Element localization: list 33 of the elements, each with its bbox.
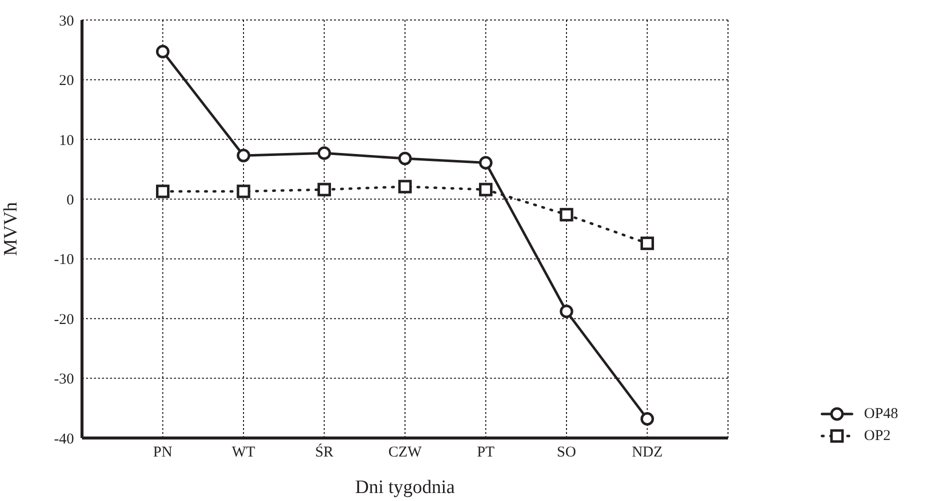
point	[156, 44, 170, 58]
point	[398, 180, 412, 194]
point	[398, 152, 412, 166]
x-tick-label: WT	[232, 444, 256, 461]
point	[479, 182, 492, 196]
x-axis-title: Dni tygodnia	[355, 477, 456, 498]
point	[640, 412, 654, 426]
y-axis-title: MVVh	[0, 202, 22, 256]
y-tick-label: 20	[59, 73, 74, 90]
y-tick-label: 0	[66, 192, 74, 208]
x-tick-label: NDZ	[632, 444, 663, 461]
point	[236, 148, 250, 162]
legend-label: OP48	[864, 406, 898, 422]
y-tick-label: -40	[54, 431, 74, 448]
point	[479, 156, 492, 170]
x-tick-label: PN	[153, 444, 172, 461]
point	[156, 184, 170, 198]
x-tick-label: SO	[556, 444, 576, 461]
x-tick-label: PT	[476, 444, 495, 461]
y-tick-label: -30	[54, 372, 74, 388]
legend-label: OP2	[864, 428, 891, 444]
x-tick-label: CZW	[388, 444, 423, 461]
point	[640, 236, 654, 250]
point	[560, 208, 574, 222]
y-tick-label: -20	[54, 312, 74, 328]
point	[236, 184, 250, 198]
point	[560, 304, 574, 318]
y-tick-label: -10	[54, 252, 74, 268]
point	[318, 146, 331, 160]
y-tick-label: 10	[59, 132, 74, 149]
y-tick-label: 30	[59, 13, 74, 30]
x-tick-label: ŚR	[315, 444, 334, 461]
point	[318, 182, 331, 196]
